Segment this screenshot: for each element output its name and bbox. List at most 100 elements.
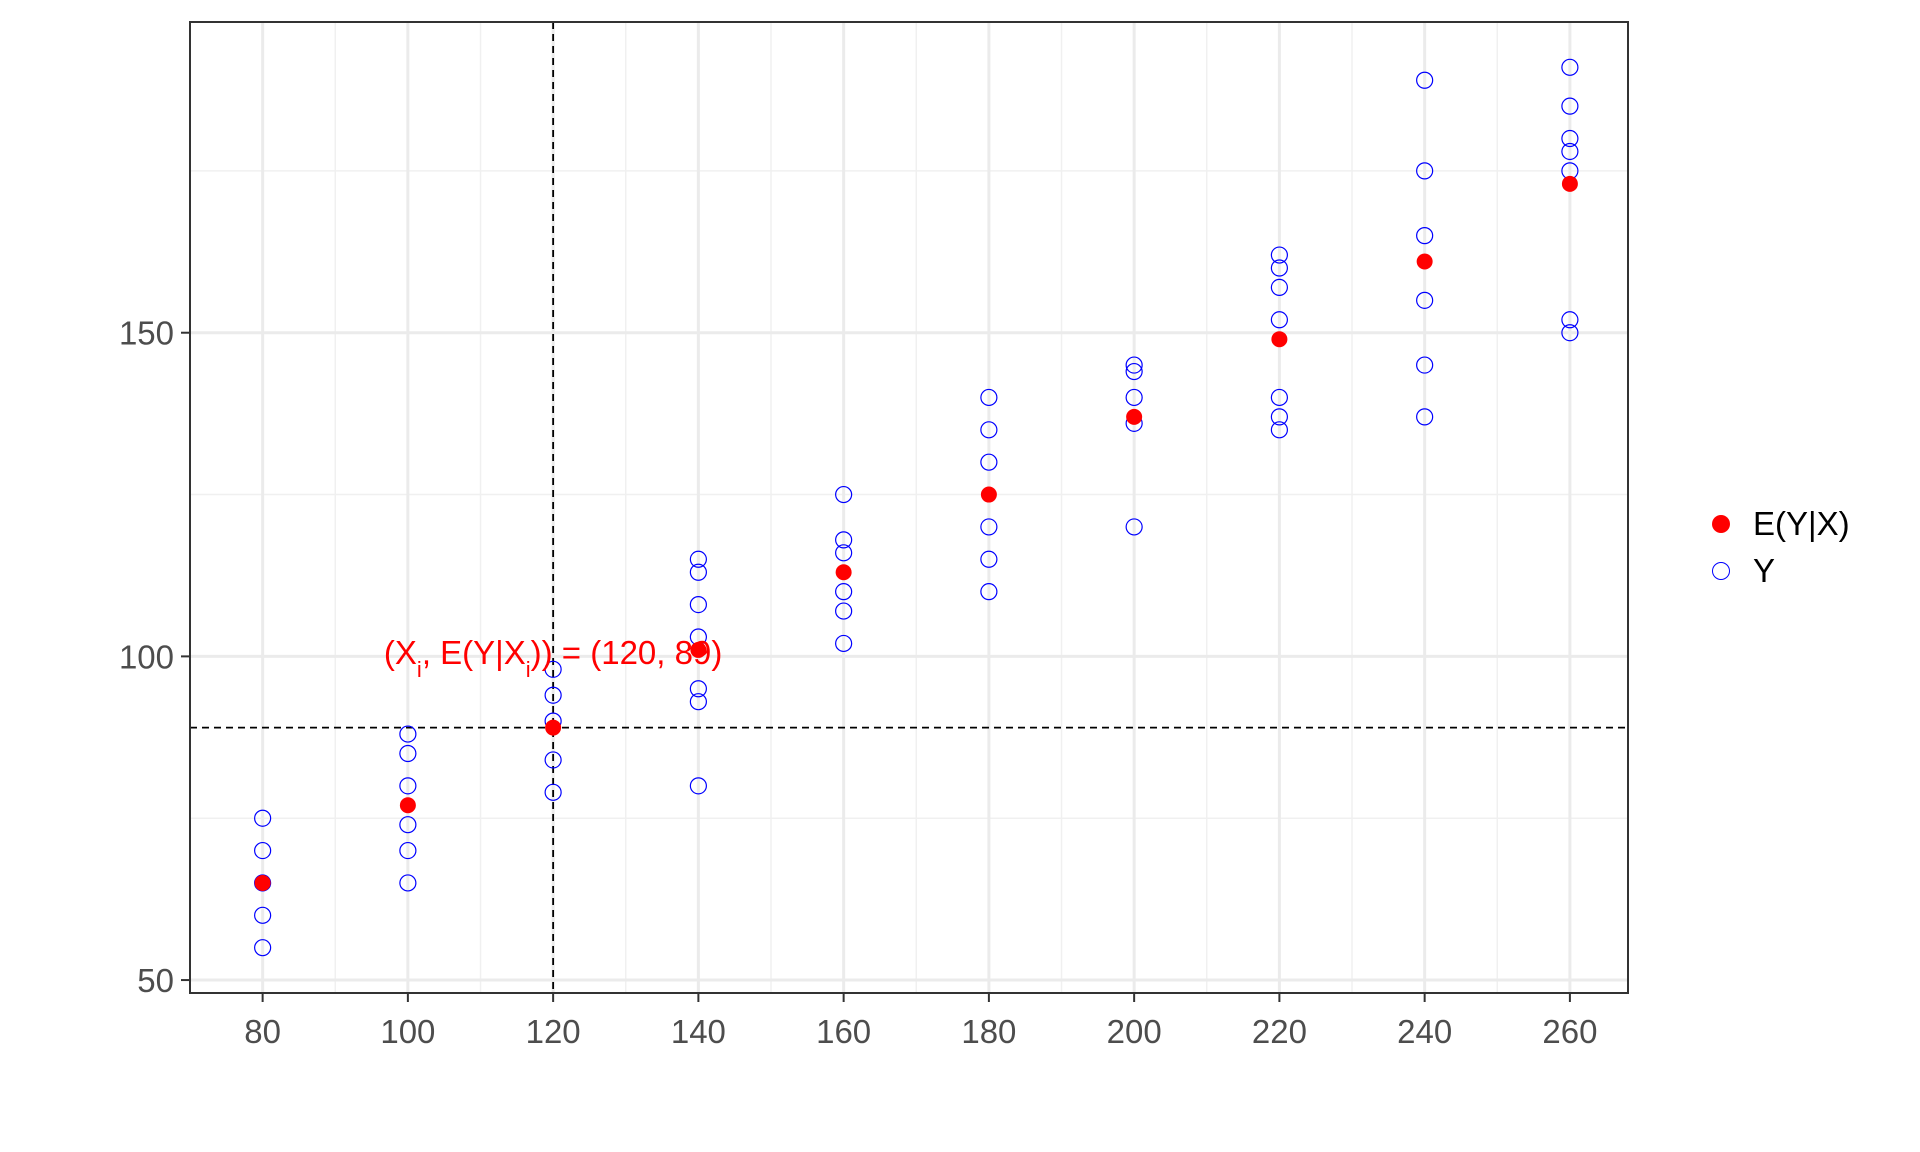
x-tick-label: 240 bbox=[1397, 1013, 1452, 1050]
data-point-expected bbox=[980, 486, 997, 503]
data-point-y bbox=[689, 550, 707, 568]
legend: E(Y|X) Y bbox=[1705, 500, 1850, 594]
data-point-y bbox=[835, 634, 853, 653]
data-point-expected bbox=[1126, 408, 1143, 425]
data-point-y bbox=[1270, 388, 1288, 407]
data-point-y bbox=[1416, 291, 1434, 309]
y-tick-label: 150 bbox=[119, 315, 174, 352]
data-point-y bbox=[399, 841, 417, 860]
legend-label: E(Y|X) bbox=[1753, 504, 1850, 542]
data-point-y bbox=[689, 563, 707, 581]
data-point-y bbox=[1125, 518, 1143, 536]
data-point-y bbox=[980, 421, 998, 439]
annotation-label: (Xi, E(Y|Xi)) = (120, 89) bbox=[384, 634, 722, 682]
data-point-y bbox=[1270, 311, 1288, 329]
data-point-expected bbox=[254, 874, 271, 891]
data-point-y bbox=[1125, 388, 1143, 407]
annotation-subscript: i bbox=[417, 657, 422, 682]
data-point-y bbox=[689, 693, 707, 711]
data-point-y bbox=[399, 874, 417, 892]
y-tick-label: 100 bbox=[119, 638, 174, 675]
data-point-y bbox=[1561, 311, 1579, 329]
data-point-expected bbox=[1416, 253, 1433, 270]
data-point-y bbox=[1270, 259, 1288, 277]
data-point-y bbox=[835, 602, 853, 620]
data-point-y bbox=[1416, 71, 1434, 89]
data-point-y bbox=[399, 816, 417, 834]
data-point-y bbox=[544, 686, 562, 704]
data-point-y bbox=[544, 751, 562, 769]
x-tick-label: 160 bbox=[816, 1013, 871, 1050]
annotation-text-part: )) bbox=[531, 634, 553, 671]
data-point-y bbox=[980, 453, 998, 471]
grid-minor bbox=[189, 22, 1628, 993]
annotation-text-part: (X bbox=[384, 634, 417, 671]
x-tick-label: 140 bbox=[671, 1013, 726, 1050]
annotation-text-part: , E(Y|X bbox=[422, 634, 526, 671]
annotation-text-part: = bbox=[553, 634, 591, 671]
data-point-y bbox=[980, 388, 998, 407]
data-point-expected bbox=[835, 564, 852, 581]
data-point-y bbox=[689, 680, 707, 698]
data-point-y bbox=[399, 725, 417, 743]
data-point-y bbox=[1270, 408, 1288, 426]
data-point-y bbox=[1561, 97, 1579, 115]
data-point-y bbox=[689, 777, 707, 795]
legend-item-y: Y bbox=[1705, 547, 1850, 594]
reference-lines bbox=[190, 22, 1628, 993]
data-point-y bbox=[254, 939, 272, 957]
annotation-text-part: (120, 89) bbox=[590, 634, 722, 671]
data-point-y bbox=[544, 660, 562, 678]
data-point-y bbox=[399, 777, 417, 795]
legend-label: Y bbox=[1753, 551, 1776, 589]
panel-border bbox=[189, 21, 1629, 994]
x-tick-label: 120 bbox=[526, 1013, 581, 1050]
series-y bbox=[254, 58, 1579, 957]
x-tick-label: 260 bbox=[1542, 1013, 1597, 1050]
data-point-y bbox=[1416, 162, 1434, 180]
data-point-y bbox=[1270, 278, 1288, 297]
data-point-y bbox=[835, 544, 853, 562]
data-point-y bbox=[1561, 324, 1579, 342]
data-point-y bbox=[254, 841, 272, 860]
legend-key-filled-dot bbox=[1705, 508, 1737, 540]
y-axis: 50 100 150 bbox=[119, 315, 190, 999]
data-point-y bbox=[1561, 58, 1579, 76]
data-point-y bbox=[1561, 142, 1579, 161]
data-point-y bbox=[835, 531, 853, 549]
data-point-expected bbox=[1271, 331, 1288, 348]
data-point-expected bbox=[690, 641, 707, 658]
data-point-y bbox=[980, 518, 998, 536]
legend-item-expected-value: E(Y|X) bbox=[1705, 500, 1850, 547]
data-point-y bbox=[1125, 356, 1143, 374]
data-point-y bbox=[1416, 408, 1434, 426]
data-point-y bbox=[1416, 356, 1434, 374]
x-tick-label: 80 bbox=[244, 1013, 281, 1050]
legend-key-open-circle bbox=[1705, 555, 1737, 587]
data-point-y bbox=[980, 550, 998, 568]
data-point-y bbox=[1270, 421, 1288, 439]
data-point-y bbox=[835, 583, 853, 601]
y-tick-label: 50 bbox=[137, 962, 174, 999]
data-point-y bbox=[254, 809, 272, 827]
data-point-expected bbox=[1561, 175, 1578, 192]
data-point-y bbox=[399, 744, 417, 763]
data-point-expected bbox=[545, 719, 562, 736]
data-point-y bbox=[1561, 129, 1579, 148]
data-point-expected bbox=[399, 797, 416, 814]
x-tick-label: 180 bbox=[961, 1013, 1016, 1050]
x-tick-label: 220 bbox=[1252, 1013, 1307, 1050]
data-point-y bbox=[689, 595, 707, 614]
x-tick-label: 100 bbox=[380, 1013, 435, 1050]
data-point-y bbox=[1125, 362, 1143, 381]
data-point-y bbox=[254, 906, 272, 924]
series-expected-value bbox=[254, 175, 1578, 891]
x-tick-label: 200 bbox=[1107, 1013, 1162, 1050]
data-point-y bbox=[980, 583, 998, 601]
data-point-y bbox=[544, 783, 562, 801]
data-point-y bbox=[835, 485, 853, 504]
data-point-y bbox=[1416, 227, 1434, 245]
annotation-subscript: i bbox=[526, 657, 531, 682]
